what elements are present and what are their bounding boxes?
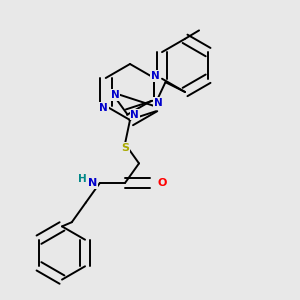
Text: N: N bbox=[99, 103, 108, 113]
Text: N: N bbox=[88, 178, 98, 188]
Text: N: N bbox=[130, 110, 139, 120]
Text: S: S bbox=[121, 143, 129, 153]
Text: N: N bbox=[111, 90, 119, 100]
Text: N: N bbox=[151, 71, 160, 81]
Text: H: H bbox=[78, 174, 87, 184]
Text: O: O bbox=[158, 178, 167, 188]
Text: N: N bbox=[154, 98, 163, 108]
